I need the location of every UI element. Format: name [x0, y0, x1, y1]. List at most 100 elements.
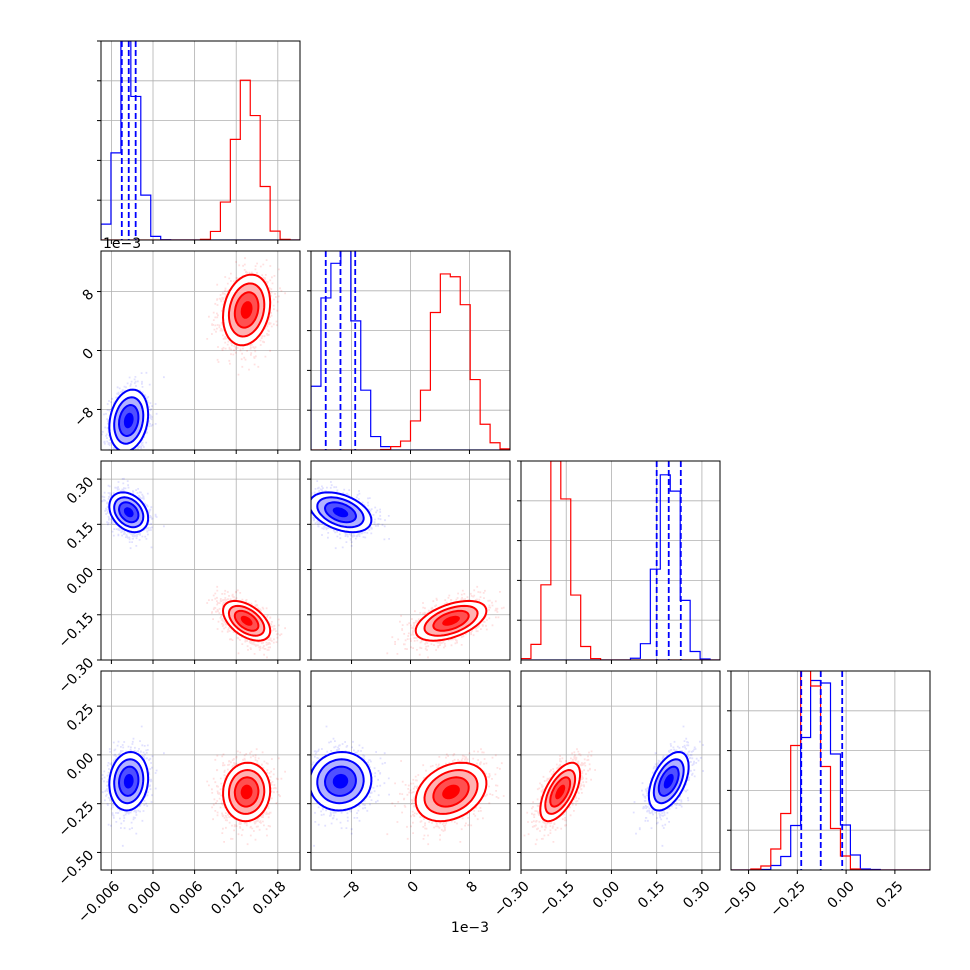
contour-line — [549, 776, 572, 808]
panel-3-2: −0.30 −0.15 0.00 0.15 0.30 — [491, 670, 721, 920]
panel-content — [521, 461, 720, 660]
density-band — [663, 773, 674, 789]
contour-line — [228, 768, 266, 815]
contour-line — [108, 388, 150, 450]
panel-frame — [100, 40, 301, 241]
histogram-0 — [311, 251, 510, 450]
x-tick-label: −0.15 — [536, 878, 578, 920]
density-band — [240, 615, 253, 626]
y-offset-label: 1e−3 — [103, 236, 141, 252]
panel-3-1: −8 0 8 1e−3 — [307, 670, 511, 936]
histogram-1 — [521, 461, 720, 660]
x-tick-label: 0 — [405, 878, 423, 896]
contour-line — [423, 768, 479, 815]
y-tick-label: −0.25 — [56, 799, 98, 841]
density-band — [123, 507, 134, 518]
panel-3-0: −0.006 0.000 0.006 0.012 0.018 −0.50 −0.25 0.00… — [56, 670, 301, 926]
grid — [311, 461, 510, 661]
panel-frame — [730, 670, 931, 871]
contour-line — [647, 750, 690, 812]
panel-frame — [520, 460, 721, 661]
contour-line — [323, 765, 357, 797]
y-tick-label: −0.30 — [56, 655, 98, 697]
contour-line — [227, 604, 266, 637]
contour-line — [233, 776, 260, 808]
panel-frame — [520, 670, 721, 871]
contour-line — [316, 496, 365, 529]
contour-line — [113, 396, 145, 445]
contour-line — [652, 758, 685, 805]
x-tick-label: −8 — [337, 878, 363, 904]
contour-line — [311, 491, 373, 534]
histogram-1 — [101, 79, 300, 240]
density-band — [332, 773, 349, 789]
panel-content — [101, 725, 286, 847]
contour-line — [414, 761, 488, 823]
panel-1-1 — [307, 250, 511, 454]
x-tick-label: −0.25 — [767, 878, 809, 920]
contour-line — [117, 403, 140, 438]
contour-line — [432, 609, 470, 632]
y-tick-label: −0.15 — [56, 610, 98, 652]
x-tick-label: 0.000 — [125, 878, 165, 918]
panel-content — [731, 671, 930, 870]
x-tick-label: 8 — [464, 878, 482, 896]
contour-line — [221, 599, 272, 642]
panel-frame — [100, 460, 301, 661]
contour-line — [311, 750, 373, 812]
contour-line — [539, 761, 582, 823]
contour-line — [113, 758, 145, 805]
contour-line — [233, 609, 260, 632]
density-band — [442, 615, 460, 626]
contour-line — [108, 750, 150, 812]
y-tick-label: 0.00 — [64, 565, 97, 598]
contour-line — [423, 604, 479, 637]
x-tick-label: −0.30 — [491, 878, 533, 920]
density-band — [123, 412, 134, 429]
y-tick-label: 0.30 — [64, 474, 97, 507]
y-tick-label: −8 — [71, 404, 97, 430]
panel-content — [101, 477, 286, 659]
panel-3-3: −0.50 −0.25 0.00 0.25 — [719, 670, 931, 920]
grid — [520, 671, 720, 870]
contour-line — [108, 491, 150, 534]
x-tick-label: 0.006 — [167, 878, 207, 918]
y-tick-label: 8 — [80, 287, 98, 305]
x-tick-label: 0.012 — [208, 878, 248, 918]
contour-line — [414, 599, 488, 642]
panel-2-2 — [517, 460, 721, 664]
contour-line — [657, 765, 680, 797]
contour-line — [316, 758, 365, 805]
panel-1-0: −8 0 8 1e−3 — [71, 236, 301, 454]
panel-frame — [100, 670, 301, 871]
x-tick-label: 0.15 — [635, 878, 668, 911]
x-offset-label: 1e−3 — [451, 920, 489, 936]
panel-content — [311, 251, 510, 450]
density-band — [332, 507, 349, 518]
panel-content — [523, 725, 704, 847]
histogram-1 — [311, 273, 510, 450]
x-tick-label: 0.018 — [250, 878, 290, 918]
histogram-0 — [521, 474, 720, 660]
contour-line — [544, 768, 577, 815]
contour-line — [117, 765, 140, 797]
y-tick-label: 0 — [80, 345, 98, 363]
x-tick-label: −0.50 — [719, 878, 761, 920]
y-tick-label: −0.50 — [56, 847, 98, 889]
contour-line — [222, 761, 272, 823]
contour-line — [113, 496, 145, 529]
panel-content — [101, 257, 286, 450]
density-band — [123, 773, 134, 789]
contour-line — [117, 501, 140, 524]
contour-line — [432, 776, 470, 808]
contour-line — [323, 501, 358, 524]
density-band — [442, 784, 460, 800]
panel-content — [311, 480, 505, 659]
panel-2-1 — [307, 460, 511, 664]
panel-content — [101, 41, 300, 240]
y-tick-label: 0.00 — [64, 750, 97, 783]
density-band — [240, 301, 253, 319]
x-tick-label: −0.006 — [75, 878, 123, 926]
x-tick-label: 0.25 — [873, 878, 906, 911]
